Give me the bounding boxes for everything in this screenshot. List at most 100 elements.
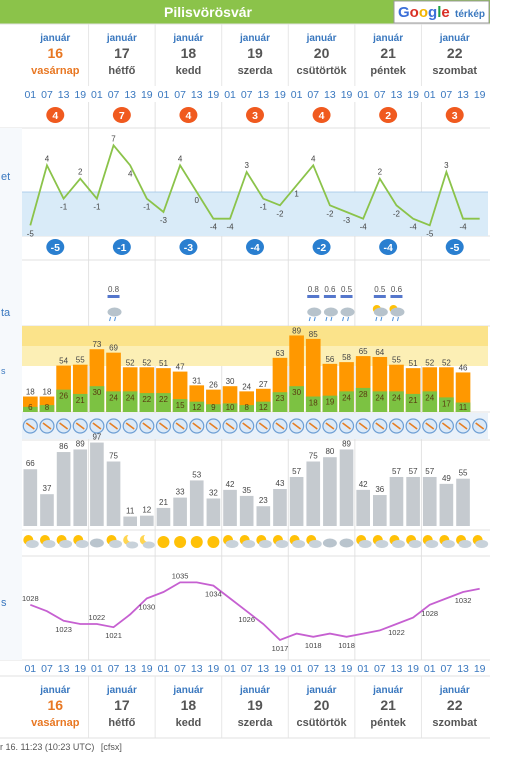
temperature-point-label: -4 (410, 223, 418, 232)
hour-label: 07 (441, 89, 453, 101)
hour-label: 07 (241, 89, 253, 101)
day-number: 22 (447, 45, 463, 61)
hour-label: 01 (24, 89, 36, 101)
day-weekday: csütörtök (297, 65, 348, 77)
hour-label: 19 (208, 663, 220, 675)
hour-label: 13 (191, 663, 203, 675)
cloud-low-label: 6 (28, 403, 33, 412)
hour-label: 19 (474, 663, 486, 675)
pressure-point-label: 1028 (22, 594, 39, 603)
partly-cloudy-icon (472, 535, 489, 548)
cloud-low-label: 15 (176, 401, 185, 410)
humidity-bar (189, 480, 204, 526)
cloud-low-label: 23 (276, 394, 285, 403)
temp-max-value: 3 (452, 110, 458, 122)
temperature-point-label: -5 (27, 229, 35, 238)
cloud-total-bar (455, 372, 471, 412)
temperature-point-label: 2 (78, 168, 83, 177)
day-number: 17 (114, 697, 130, 713)
humidity-label: 43 (276, 479, 285, 488)
temp-min-badge-circle (46, 239, 65, 255)
hour-label: 01 (291, 89, 303, 101)
wind-direction (142, 422, 152, 430)
pressure-point-label: 1022 (89, 613, 106, 622)
humidity-label: 89 (76, 439, 85, 448)
partly-cloudy-icon (306, 535, 322, 548)
hour-label: 07 (108, 663, 120, 675)
wind-direction (242, 422, 252, 430)
wind-direction (325, 422, 335, 430)
rain-cloud-icon (340, 307, 355, 322)
cloud-low-bar (289, 386, 304, 412)
temp-min-value: -3 (184, 242, 193, 254)
cloud-low-bar (256, 401, 271, 412)
hour-label: 07 (174, 89, 186, 101)
cloud-low-label: 10 (226, 403, 235, 412)
day-month: január (239, 685, 270, 696)
humidity-label: 32 (209, 488, 218, 497)
sun-icon (174, 536, 187, 548)
cloud-low-bar (372, 391, 388, 412)
cloud-low-label: 8 (244, 403, 249, 412)
google-map-label[interactable]: térkép (455, 9, 485, 20)
cloud-total-label: 52 (442, 358, 451, 367)
wind-direction (391, 422, 401, 430)
humidity-label: 21 (159, 498, 168, 507)
cloud-total-label: 27 (259, 380, 268, 389)
day-number: 21 (380, 45, 396, 61)
humidity-bar (56, 452, 71, 526)
temperature-point-label: -1 (93, 203, 101, 212)
hour-label: 13 (457, 663, 469, 675)
day-weekday: vasárnap (31, 717, 80, 729)
cloud-shape (225, 540, 239, 548)
cloud-shape (375, 540, 389, 548)
cloud-total-label: 58 (342, 353, 351, 362)
temp-min-value: -5 (51, 242, 60, 254)
temperature-point-label: 4 (311, 154, 316, 163)
temperature-point-label: 1 (294, 189, 299, 198)
wind-direction (458, 422, 468, 430)
hour-label: 19 (74, 663, 86, 675)
humidity-bar (223, 489, 237, 526)
hour-label: 13 (191, 89, 203, 101)
wind-arrow-icon (139, 418, 155, 434)
cloud-shape (75, 540, 89, 548)
temp-max-value: 7 (119, 110, 125, 122)
humidity-label: 42 (359, 480, 368, 489)
wind-direction (158, 422, 168, 430)
partly-cloudy-icon (439, 535, 455, 548)
top-header-bg (0, 24, 490, 86)
cloud-shape (308, 540, 322, 548)
cloud-low-bar (422, 391, 438, 412)
side-label-precipitation: ta (1, 307, 11, 319)
source-link[interactable]: [cfsx] (100, 742, 122, 752)
google-map-button[interactable]: Google térkép (393, 0, 490, 24)
temp-min-badge: -5 (445, 239, 464, 255)
hour-label: 19 (407, 89, 419, 101)
wind-arrow-icon (39, 418, 55, 434)
wind-direction (109, 422, 119, 430)
google-map-box (393, 0, 490, 24)
hour-label: 07 (174, 663, 186, 675)
cloud-low-bar (222, 403, 238, 412)
precip-amount: 0.8 (108, 285, 120, 294)
pressure-point-label: 1022 (388, 628, 405, 637)
cloud-band-mid (22, 346, 488, 366)
partly-cloudy-icon (106, 535, 123, 548)
humidity-bar (439, 483, 454, 526)
